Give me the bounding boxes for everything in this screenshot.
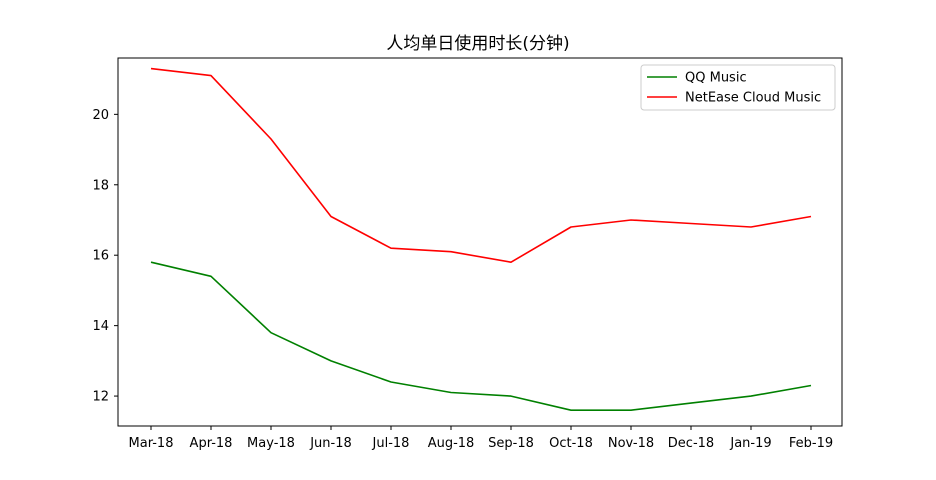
x-tick-label: Mar-18 xyxy=(129,436,174,451)
series-line-0 xyxy=(150,261,812,412)
plot-area xyxy=(117,57,843,427)
y-tick-label: 18 xyxy=(92,178,109,193)
legend: QQ Music NetEase Cloud Music xyxy=(640,64,836,111)
x-tick-label: Nov-18 xyxy=(608,436,654,451)
x-tick-label: Sep-18 xyxy=(488,436,534,451)
x-tick-label: Oct-18 xyxy=(549,436,593,451)
series-line-1 xyxy=(150,67,812,264)
legend-label-0: QQ Music xyxy=(685,71,747,86)
x-tick-label: Jun-18 xyxy=(309,436,352,451)
x-tick-label: Jul-18 xyxy=(372,436,410,451)
x-tick-label: Jan-19 xyxy=(729,436,771,451)
legend-label-1: NetEase Cloud Music xyxy=(685,91,821,106)
x-tick-label: Apr-18 xyxy=(190,436,233,451)
y-axis: 12 14 16 18 20 xyxy=(92,108,118,405)
x-tick-label: May-18 xyxy=(247,436,295,451)
chart-title: 人均单日使用时长(分钟) xyxy=(386,33,569,54)
x-axis: Mar-18 Apr-18 May-18 Jun-18 Jul-18 Aug-18 Sep-… xyxy=(129,426,833,451)
y-tick-label: 12 xyxy=(92,390,109,405)
y-tick-label: 16 xyxy=(92,249,109,264)
y-tick-label: 20 xyxy=(92,108,109,123)
legend-box xyxy=(640,64,836,111)
x-tick-label: Dec-18 xyxy=(668,436,714,451)
x-tick-label: Aug-18 xyxy=(428,436,475,451)
series-layer xyxy=(150,67,812,412)
y-tick-label: 14 xyxy=(92,319,109,334)
x-tick-label: Feb-19 xyxy=(789,436,833,451)
